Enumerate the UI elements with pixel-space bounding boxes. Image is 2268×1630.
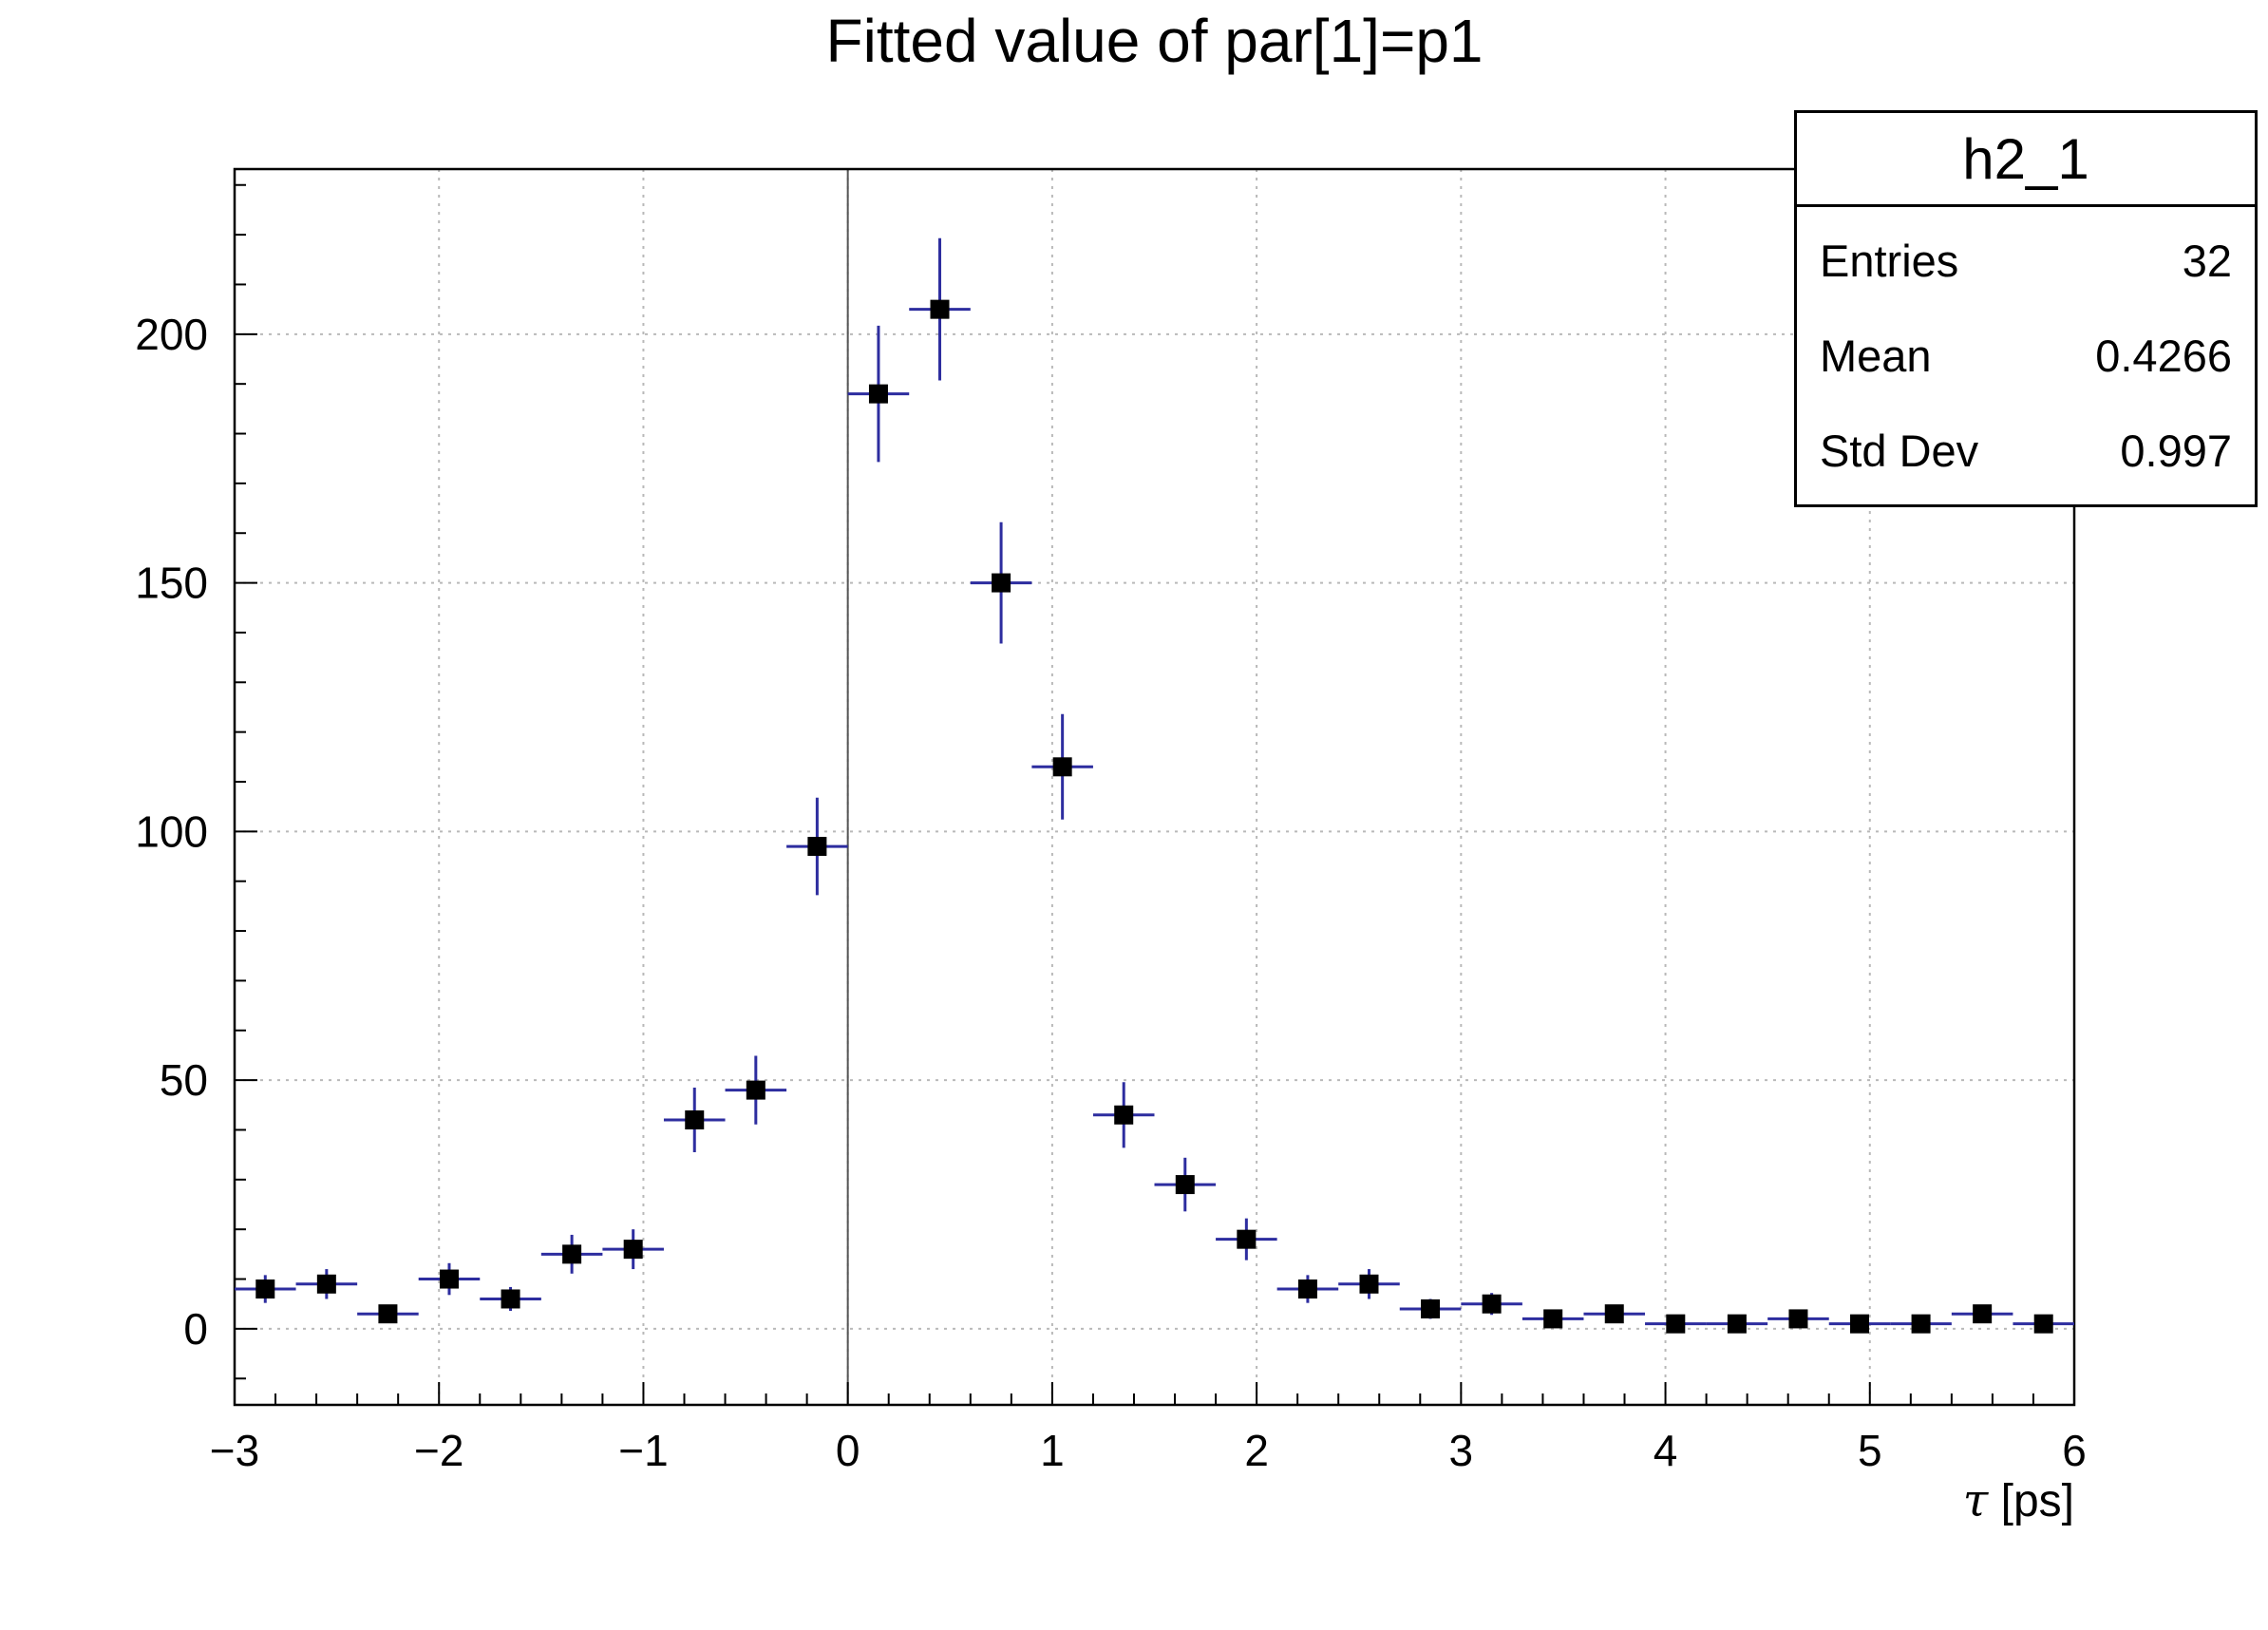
data-point-marker [992,573,1011,593]
stats-value: 32 [2182,235,2232,286]
x-tick-label: 3 [1449,1426,1474,1475]
data-point-marker [1114,1105,1134,1125]
data-point-marker [1850,1314,1870,1334]
stats-box: h2_1 Entries 32 Mean 0.4266 Std Dev 0.99… [1794,110,2258,507]
x-tick-label: −2 [414,1426,463,1475]
data-point-marker [1297,1279,1317,1299]
chart-title: Fitted value of par[1]=p1 [825,7,1484,75]
data-point-marker [439,1269,459,1289]
y-tick-label: 100 [135,806,208,856]
stats-row-mean: Mean 0.4266 [1820,330,2232,382]
stats-box-title: h2_1 [1797,113,2255,207]
x-tick-label: 6 [2062,1426,2087,1475]
data-point-marker [807,837,827,857]
data-point-marker [1911,1314,1931,1334]
data-point-marker [1237,1229,1257,1249]
stats-label: Mean [1820,330,1932,381]
data-point-marker [501,1289,520,1309]
data-point-marker [1604,1304,1624,1324]
data-point-marker [562,1244,582,1264]
plot-frame [233,167,2076,1407]
data-point-marker [2033,1314,2053,1334]
x-axis-title: τ [ps] [1963,1474,2074,1527]
data-point-marker [316,1274,336,1294]
data-point-marker [1359,1274,1379,1294]
data-point-marker [378,1304,398,1324]
x-tick-label: 2 [1244,1426,1269,1475]
stats-value: 0.997 [2120,426,2232,477]
stats-label: Entries [1820,235,1959,286]
data-point-marker [1788,1309,1808,1329]
data-point-marker [1175,1175,1195,1195]
data-point-marker [1666,1314,1686,1334]
x-tick-label: 5 [1858,1426,1882,1475]
stats-row-entries: Entries 32 [1820,235,2232,287]
x-tick-label: 4 [1654,1426,1678,1475]
x-tick-label: −3 [210,1426,259,1475]
x-tick-label: 1 [1040,1426,1065,1475]
data-point-marker [868,384,888,404]
stats-row-stddev: Std Dev 0.997 [1820,425,2232,477]
stats-box-rows: Entries 32 Mean 0.4266 Std Dev 0.997 [1797,207,2255,504]
x-tick-label: 0 [836,1426,860,1475]
data-point-marker [1543,1309,1563,1329]
stats-value: 0.4266 [2095,330,2232,381]
data-point-marker [255,1279,275,1299]
y-tick-label: 200 [135,310,208,359]
data-point-marker [1727,1314,1747,1334]
data-point-marker [746,1080,765,1100]
y-tick-label: 0 [183,1304,208,1354]
data-point-marker [1421,1298,1441,1318]
data-point-marker [623,1240,643,1260]
y-tick-label: 50 [160,1055,208,1105]
data-point-marker [930,299,950,319]
data-point-marker [685,1110,705,1130]
x-axis-title-units: [ps] [1988,1476,2074,1526]
data-point-marker [1052,757,1072,777]
stats-label: Std Dev [1820,426,1979,477]
x-axis-title-symbol: τ [1962,1474,1989,1527]
data-point-marker [1482,1294,1502,1314]
data-point-marker [1973,1304,1993,1324]
y-tick-label: 150 [135,559,208,608]
x-tick-label: −1 [618,1426,668,1475]
